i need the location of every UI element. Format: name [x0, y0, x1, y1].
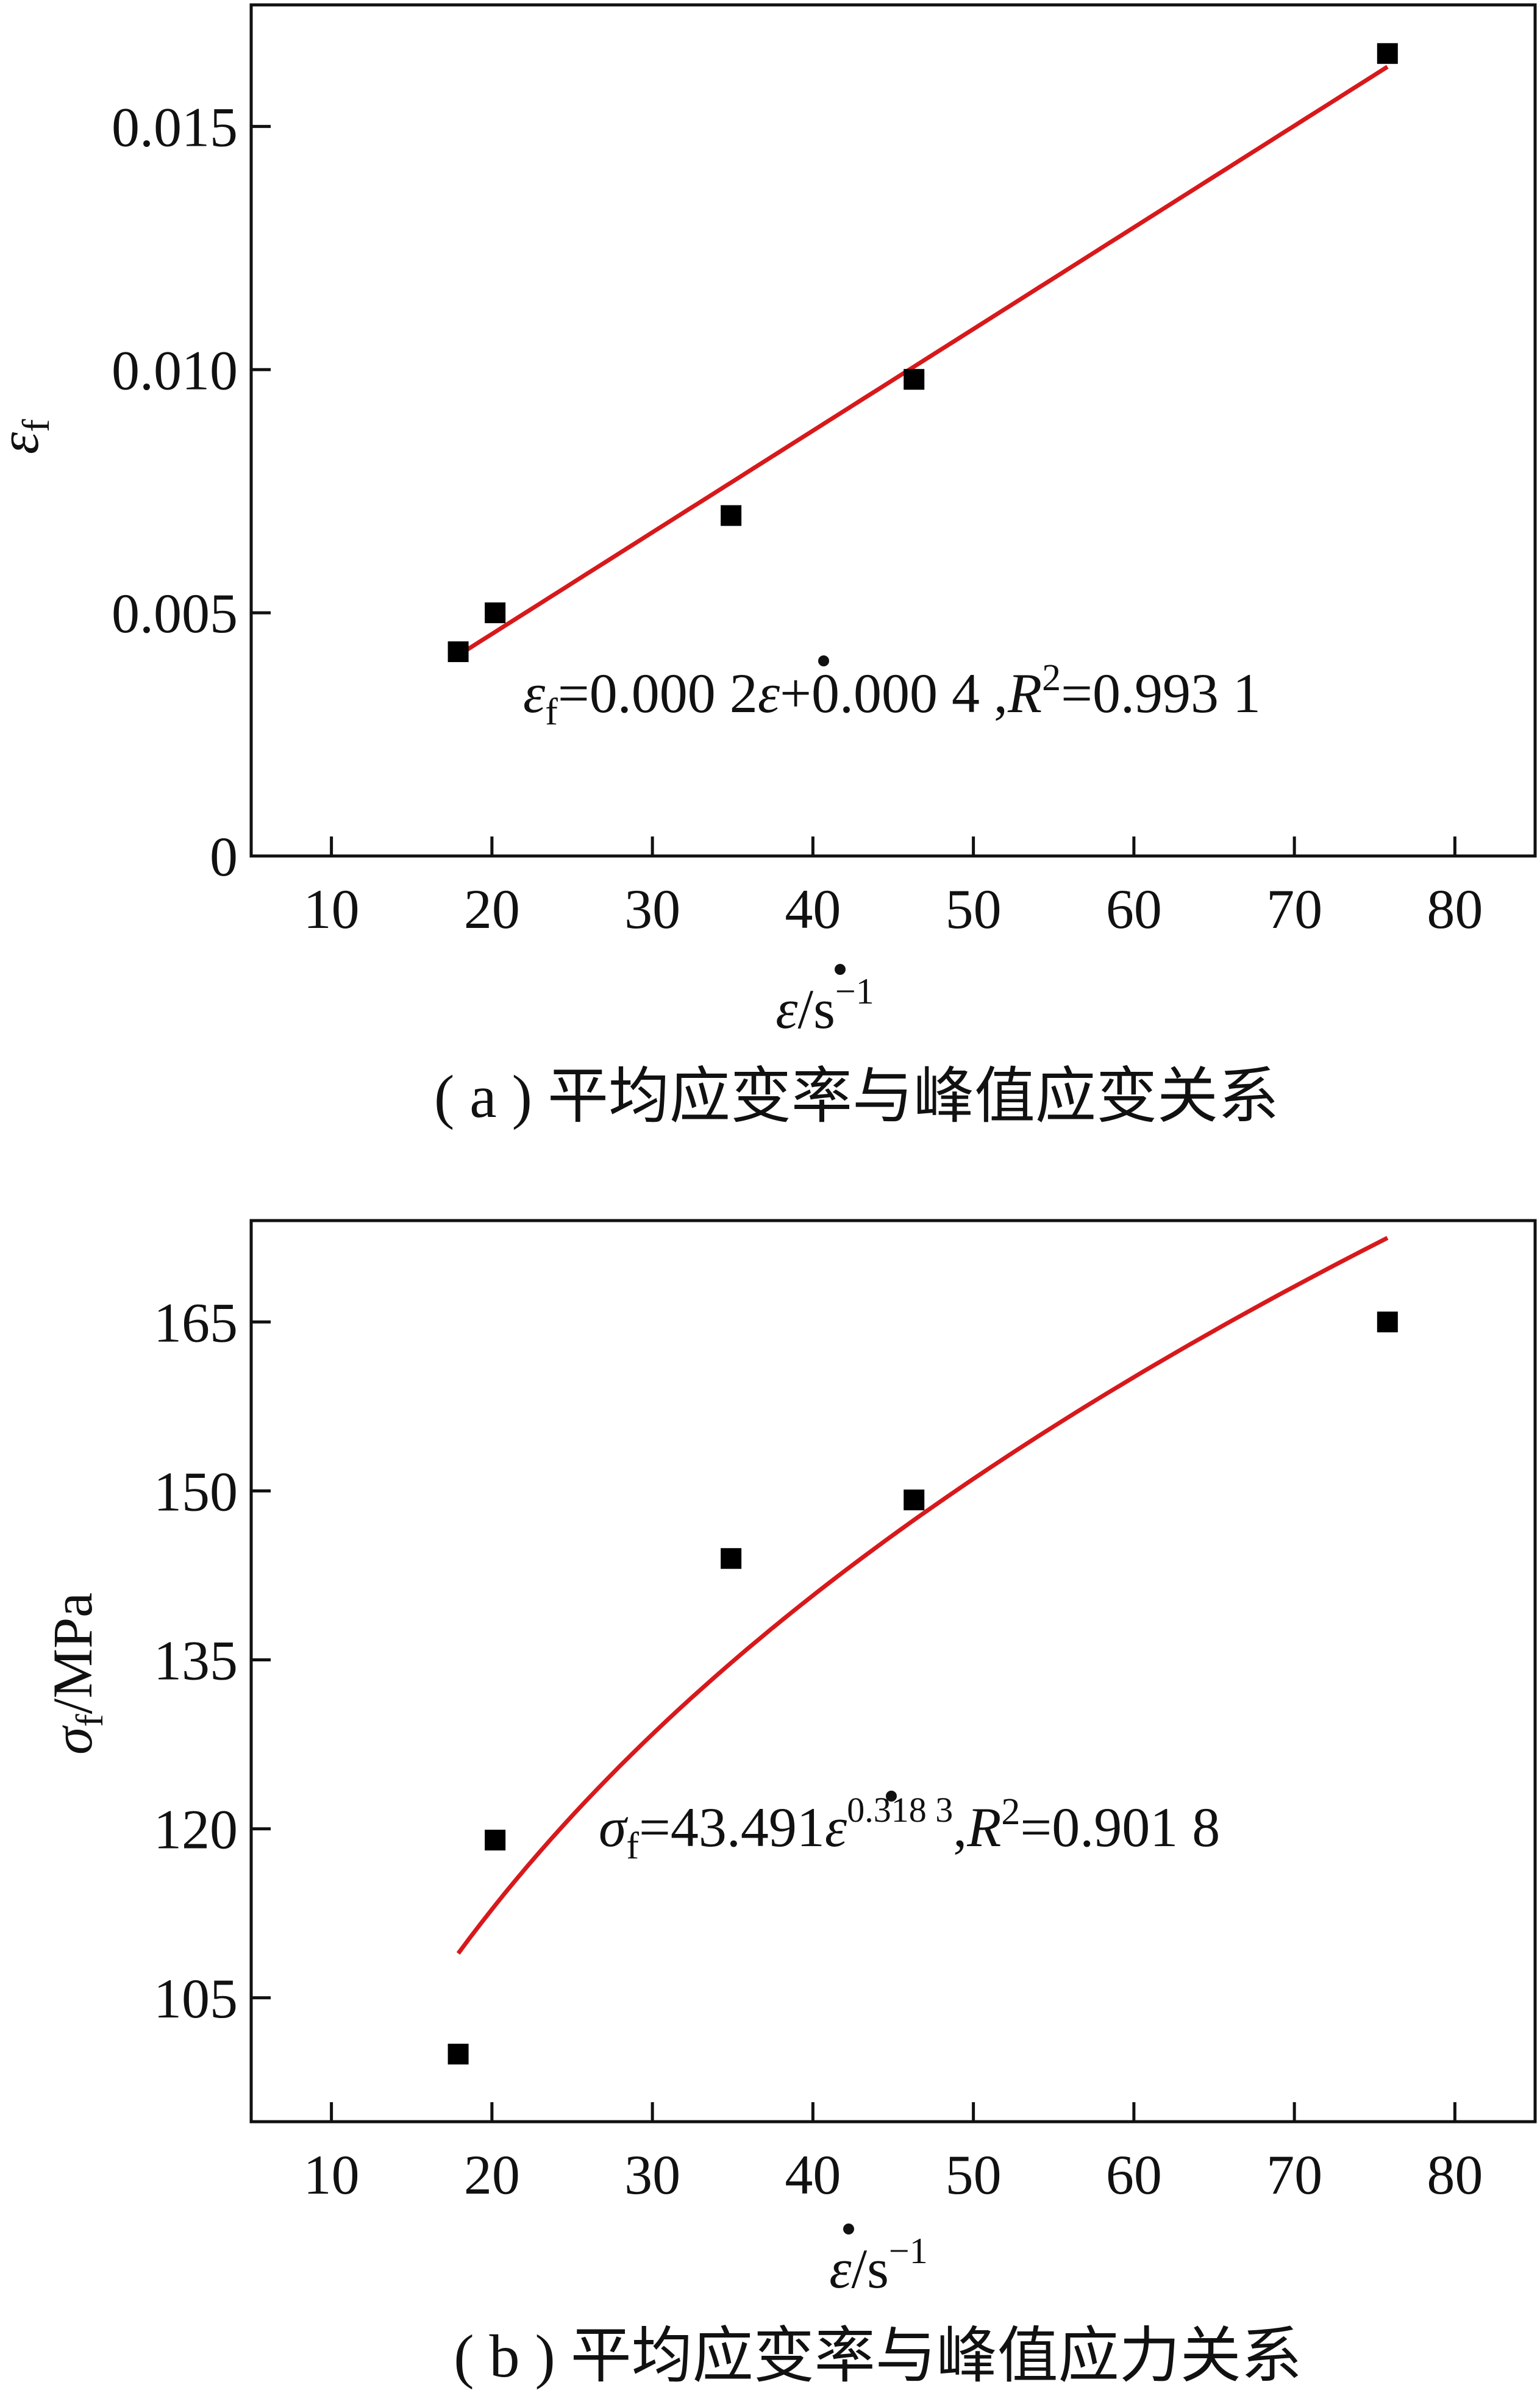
- data-point: [1377, 1311, 1398, 1333]
- eq-dot-var: ε: [758, 662, 780, 724]
- y-ticks: 105 120 135 150 165: [154, 1291, 271, 2030]
- x-tick-label: 50: [946, 2144, 1002, 2206]
- x-tick-label: 20: [464, 878, 520, 940]
- y-tick-label: 0.010: [112, 339, 238, 401]
- y-tick-label: 150: [154, 1460, 238, 1522]
- data-point: [904, 369, 925, 390]
- y-tick-label: 135: [154, 1630, 238, 1692]
- x-label-rate-dot: [843, 2224, 854, 2234]
- y-tick-label: 0.015: [112, 96, 238, 158]
- x-tick-label: 60: [1106, 878, 1162, 940]
- x-tick-label: 50: [946, 878, 1002, 940]
- x-label-rate-dot: [835, 964, 846, 975]
- x-tick-label: 70: [1266, 2144, 1322, 2206]
- y-axis-label: εf: [0, 419, 57, 454]
- y-tick-label: 105: [154, 1967, 238, 2030]
- equation-rate-dot: [818, 655, 829, 666]
- panel-a-peak-strain-chart: 10 20 30 40 50 60 70 80 0 0.005 0.010 0.015 εf=0.0…: [0, 3, 1537, 1130]
- x-tick-label: 10: [304, 878, 360, 940]
- data-point: [447, 641, 469, 662]
- y-tick-label: 120: [154, 1799, 238, 1861]
- data-point: [904, 1489, 925, 1511]
- equation-rate-dot: [886, 1791, 897, 1802]
- y-axis-label: σf/MPa: [41, 1592, 111, 1755]
- data-points: [447, 1311, 1398, 2065]
- x-tick-label: 80: [1427, 2144, 1483, 2206]
- x-ticks: 10 20 30 40 50 60 70 80: [304, 836, 1483, 940]
- x-tick-label: 70: [1266, 878, 1322, 940]
- data-point: [1377, 43, 1398, 64]
- fit-equation: σf=43.491ε0.318 3,R2=0.901 8: [599, 1790, 1220, 1867]
- x-tick-label: 80: [1427, 878, 1483, 940]
- fit-line: [457, 65, 1389, 657]
- x-ticks: 10 20 30 40 50 60 70 80: [304, 2102, 1483, 2206]
- y-tick-label: 0.005: [112, 582, 238, 644]
- y-ticks: 0 0.005 0.010 0.015: [112, 96, 271, 888]
- y-tick-label: 165: [154, 1291, 238, 1353]
- x-axis-label: ε/s−1: [829, 2231, 927, 2300]
- x-tick-label: 30: [624, 878, 680, 940]
- panel-b-caption: ( b ) 平均应变率与峰值应力关系: [454, 2322, 1302, 2390]
- data-points: [447, 43, 1398, 662]
- fit-curve: [456, 1236, 1389, 1955]
- data-point: [721, 505, 742, 526]
- x-tick-label: 10: [304, 2144, 360, 2206]
- x-tick-label: 40: [785, 2144, 841, 2206]
- data-point: [485, 602, 506, 624]
- x-tick-label: 20: [464, 2144, 520, 2206]
- x-tick-label: 40: [785, 878, 841, 940]
- data-point: [485, 1830, 506, 1851]
- x-axis-label: ε/s−1: [775, 971, 874, 1040]
- panel-b-peak-stress-chart: 10 20 30 40 50 60 70 80 105 120 135 150 165 σf=43.4…: [41, 1219, 1537, 2390]
- x-tick-label: 30: [624, 2144, 680, 2206]
- fit-equation: εf=0.000 2ε+0.000 4 ,R2=0.993 1: [523, 657, 1261, 733]
- data-point: [447, 2044, 469, 2065]
- panel-a-caption: ( a ) 平均应变率与峰值应变关系: [434, 1063, 1279, 1130]
- plot-frame: [249, 3, 1537, 858]
- y-tick-label: 0: [210, 826, 238, 888]
- plot-frame: [249, 1219, 1537, 2124]
- data-point: [721, 1548, 742, 1569]
- x-tick-label: 60: [1106, 2144, 1162, 2206]
